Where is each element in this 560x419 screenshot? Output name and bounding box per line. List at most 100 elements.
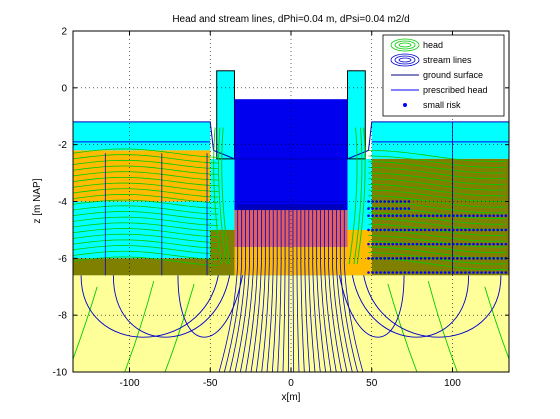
small-risk-point [379,242,382,246]
small-risk-point [492,242,495,246]
small-risk-point [379,257,382,260]
small-risk-point [419,214,423,218]
small-risk-point [415,257,419,260]
small-risk-point [383,214,386,218]
stream-line [80,275,219,338]
small-risk-point [395,242,399,246]
legend-label: stream lines [423,55,472,65]
small-risk-point [411,242,415,246]
stream-line [234,207,250,372]
legend-swatch [394,40,416,50]
small-risk-point [468,271,471,274]
small-risk-point [496,228,499,232]
head-contour [368,189,506,202]
stream-line [335,207,353,372]
small-risk-point [435,214,439,218]
small-risk-point [383,242,386,246]
legend-label: head [423,40,443,50]
small-risk-point [419,257,423,260]
head-contour [73,286,98,361]
small-risk-point [492,271,495,274]
stream-line [282,207,286,372]
small-risk-point [367,214,370,218]
stream-line [229,207,247,372]
small-risk-point [464,228,467,232]
small-risk-point [391,214,395,218]
x-tick-label: 0 [288,378,294,389]
small-risk-point [371,257,374,260]
small-risk-point [456,214,459,218]
x-tick-label: 50 [366,378,378,389]
small-risk-point [476,271,479,274]
stream-line [287,207,290,372]
small-risk-point [447,228,451,232]
small-risk-point [419,271,423,274]
x-tick-label: -50 [203,378,218,389]
small-risk-point [395,228,399,232]
small-risk-point [435,271,439,274]
head-contour [368,178,506,191]
small-risk-point [500,214,504,218]
head-contour [73,211,219,221]
stream-line [255,207,266,372]
small-risk-point [387,200,390,203]
small-risk-point [375,271,378,274]
small-risk-point [367,207,370,210]
head-contour [73,165,219,175]
stream-line [312,207,321,372]
head-contour [484,286,509,361]
stream-line [324,207,337,372]
small-risk-point [383,207,386,210]
small-risk-point [403,242,407,246]
small-risk-point [480,214,483,218]
small-risk-point [375,207,378,210]
small-risk-point [391,207,395,210]
small-risk-point [407,200,411,203]
small-risk-point [387,228,390,232]
small-risk-point [399,242,403,246]
small-risk-point [476,242,479,246]
soil-layer-water [371,121,509,159]
stream-line [320,207,332,372]
small-risk-point [443,228,447,232]
small-risk-point [403,271,407,274]
head-contour [73,194,219,204]
legend-swatch [398,42,412,48]
small-risk-point [411,271,415,274]
small-risk-point [367,271,370,274]
soil-layer-water [73,121,211,151]
small-risk-point [484,228,487,232]
small-risk-point [395,271,399,274]
chart-title: Head and stream lines, dPhi=0.04 m, dPsi… [172,14,409,25]
small-risk-point [387,257,390,260]
small-risk-point [391,271,395,274]
small-risk-point [371,200,374,203]
small-risk-point [395,214,399,218]
small-risk-point [427,242,431,246]
small-risk-point [391,228,395,232]
small-risk-point [447,214,451,218]
small-risk-point [367,257,370,260]
stream-line [343,207,364,372]
small-risk-point [411,214,415,218]
small-risk-point [464,214,467,218]
small-risk-point [415,242,419,246]
small-risk-point [468,228,471,232]
stream-line [339,275,405,338]
small-risk-point [415,214,419,218]
small-risk-point [383,200,386,203]
small-risk-point [407,257,411,260]
small-risk-point [456,242,459,246]
head-contour [73,250,219,261]
small-risk-point [435,242,439,246]
legend-label: prescribed head [423,85,488,95]
y-tick-label: -2 [58,140,67,151]
legend-swatch [390,53,420,67]
small-risk-point [480,271,483,274]
legend: head stream lines ground surface prescribed… [382,34,505,117]
small-risk-point [439,242,443,246]
stream-line [245,207,258,372]
small-risk-point [423,271,427,274]
head-contour [353,127,363,265]
